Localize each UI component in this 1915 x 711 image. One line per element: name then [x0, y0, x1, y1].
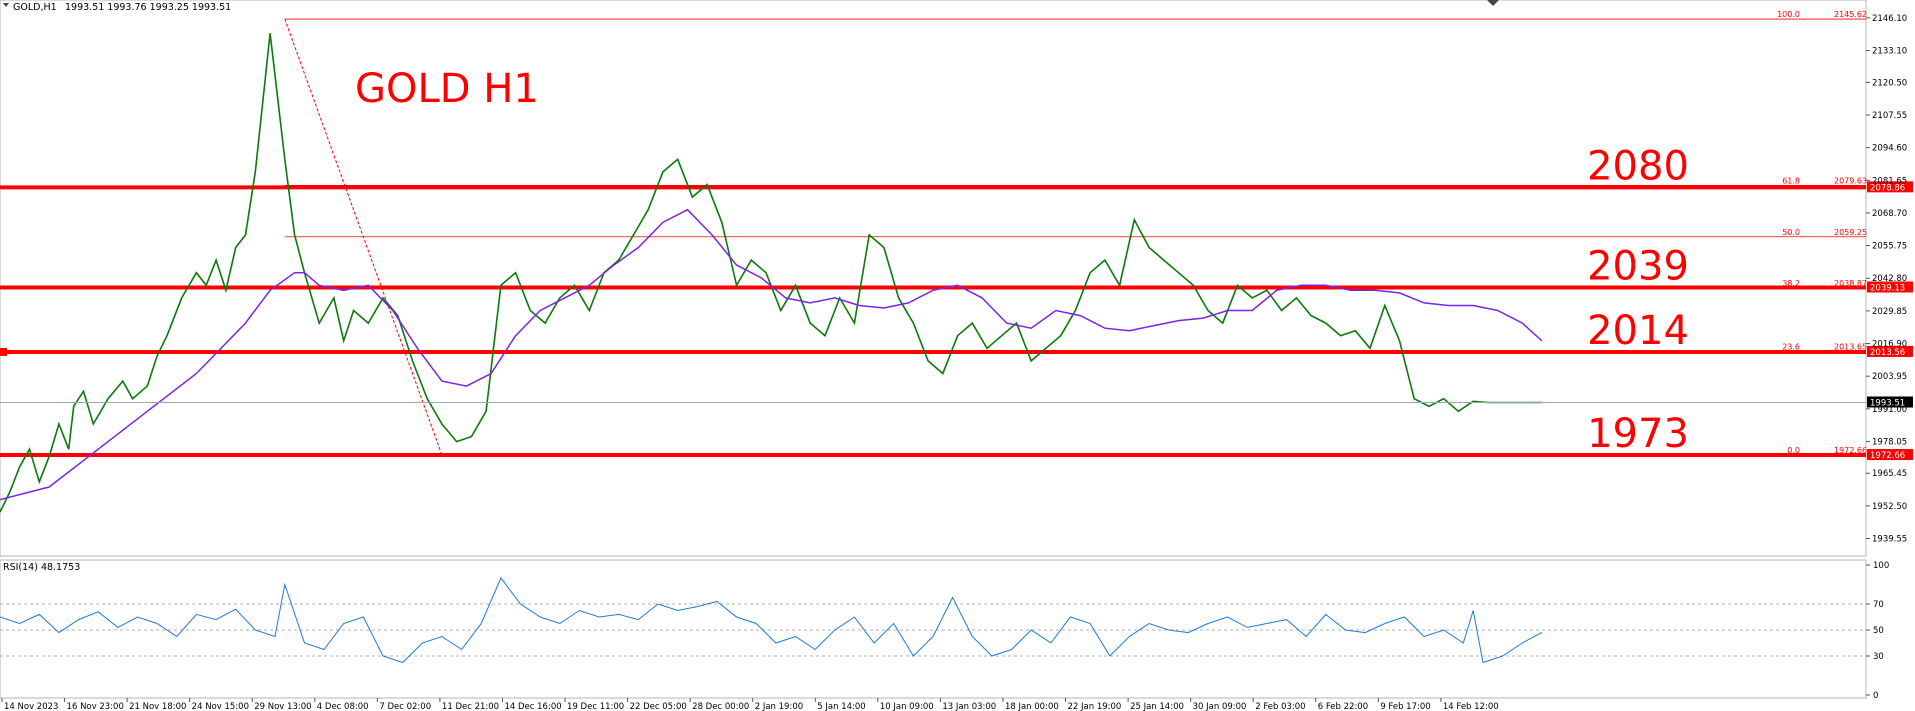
time-tick-label: 19 Dec 11:00: [567, 702, 624, 711]
level-price-badge-text: 1972.66: [1870, 451, 1905, 461]
time-tick-label: 22 Jan 19:00: [1068, 702, 1122, 711]
price-tick-label: 2107.55: [1872, 111, 1907, 121]
price-series-layer: [0, 33, 1543, 513]
price-tick-label: 2016.90: [1872, 340, 1907, 350]
level-price-badge: [1867, 281, 1913, 293]
time-tick-label: 21 Nov 18:00: [129, 702, 186, 711]
time-tick-label: 30 Jan 09:00: [1193, 702, 1247, 711]
level-label-1973: 1973: [1587, 411, 1689, 457]
price-axis: 2146.10 2133.10 2120.50 2107.55 2094.60 2081.…: [1866, 14, 1907, 545]
price-tick-label: 1939.55: [1872, 535, 1907, 545]
price-tick-label: 2042.80: [1872, 274, 1907, 284]
fibonacci-price-label: 2145.62: [1834, 10, 1867, 19]
time-tick-label: 24 Nov 15:00: [192, 702, 249, 711]
time-axis: 14 Nov 2023 16 Nov 23:00 21 Nov 18:00 24 No…: [1, 698, 1499, 711]
level-label-2080: 2080: [1587, 143, 1689, 189]
support-resistance-layer: 2080 2078.86 2039 2039.13 2014 2013.56 1973 197…: [0, 143, 1913, 461]
price-series-line: [0, 33, 1542, 513]
price-tick-label: 2055.75: [1872, 242, 1907, 252]
price-tick-label: 2003.95: [1872, 372, 1907, 382]
level-label-2014: 2014: [1587, 308, 1689, 354]
fibonacci-ratio-label: 38.2: [1782, 279, 1800, 288]
time-tick-label: 14 Nov 2023: [4, 702, 58, 711]
time-tick-label: 29 Nov 13:00: [254, 702, 311, 711]
rsi-pane: [0, 559, 1867, 699]
rsi-tick-label: 30: [1873, 652, 1884, 662]
price-tick-label: 2146.10: [1872, 14, 1907, 24]
time-tick-label: 2 Feb 03:00: [1255, 702, 1305, 711]
price-tick-label: 2081.65: [1872, 176, 1907, 186]
price-tick-label: 2094.60: [1872, 144, 1907, 154]
rsi-axis: 100 70 50 30 0: [1866, 561, 1889, 701]
rsi-header: RSI(14) 48.1753: [3, 562, 80, 573]
fibonacci-price-label: 2059.25: [1834, 228, 1867, 237]
fibonacci-ratio-label: 100.0: [1777, 10, 1800, 19]
rsi-series-line: [0, 577, 1543, 664]
time-tick-label: 28 Dec 00:00: [692, 702, 749, 711]
rsi-tick-label: 50: [1873, 626, 1884, 636]
fibonacci-ratio-label: 0.0: [1787, 446, 1800, 455]
time-tick-label: 14 Feb 12:00: [1443, 702, 1499, 711]
fibonacci-ratio-label: 23.6: [1782, 343, 1800, 352]
time-tick-label: 18 Jan 00:00: [1005, 702, 1059, 711]
price-tick-label: 2068.70: [1872, 209, 1907, 219]
level-price-badge-text: 2039.13: [1870, 283, 1905, 293]
level-price-badge: [1867, 345, 1913, 357]
symbol-dropdown-icon[interactable]: [3, 3, 9, 7]
time-tick-label: 11 Dec 21:00: [442, 702, 499, 711]
price-tick-label: 2133.10: [1872, 47, 1907, 57]
level-label-2039: 2039: [1587, 243, 1689, 289]
rsi-tick-label: 70: [1873, 600, 1884, 610]
level-price-badge-text: 2078.86: [1870, 183, 1905, 193]
fibonacci-ratio-label: 61.8: [1782, 176, 1800, 185]
fibonacci-price-label: 2013.65: [1834, 343, 1867, 352]
time-tick-label: 16 Nov 23:00: [67, 702, 124, 711]
price-tick-label: 2120.50: [1872, 78, 1907, 88]
time-tick-label: 25 Jan 14:00: [1130, 702, 1184, 711]
rsi-tick-label: 100: [1873, 561, 1889, 571]
chart-title: GOLD H1: [355, 66, 539, 112]
ohlc-header: 1993.51 1993.76 1993.25 1993.51: [65, 2, 231, 13]
time-tick-label: 10 Jan 09:00: [880, 702, 934, 711]
time-tick-label: 5 Jan 14:00: [817, 702, 865, 711]
symbol-header: GOLD,H1: [13, 2, 57, 13]
current-price-label: 1993.51: [1870, 399, 1905, 409]
moving-average-line: [0, 208, 1543, 501]
chart-shift-icon[interactable]: [1487, 0, 1499, 6]
price-tick-label: 1978.05: [1872, 437, 1907, 447]
time-tick-label: 4 Dec 08:00: [317, 702, 369, 711]
price-tick-label: 1991.00: [1872, 405, 1907, 415]
fibonacci-price-label: 2038.87: [1834, 279, 1867, 288]
time-tick-label: 14 Dec 16:00: [504, 702, 561, 711]
grid-layer: [0, 603, 1866, 657]
time-tick-label: 22 Dec 05:00: [630, 702, 687, 711]
level-price-badge: [1867, 181, 1913, 193]
rsi-pane-border: [0, 559, 1867, 699]
current-price-badge: [1867, 396, 1913, 408]
time-tick-label: 9 Feb 17:00: [1380, 702, 1430, 711]
time-tick-label: 7 Dec 02:00: [379, 702, 431, 711]
rsi-layer: [0, 577, 1543, 664]
rsi-tick-label: 0: [1873, 691, 1878, 701]
current-price-marker: 1993.51: [0, 396, 1913, 409]
time-tick-label: 13 Jan 03:00: [942, 702, 996, 711]
price-tick-label: 1965.45: [1872, 469, 1907, 479]
level-price-badge-text: 2013.56: [1870, 348, 1905, 358]
price-tick-label: 1952.50: [1872, 502, 1907, 512]
fibonacci-ratio-label: 50.0: [1782, 228, 1800, 237]
price-tick-label: 2029.85: [1872, 307, 1907, 317]
level-left-marker: [0, 347, 7, 356]
fibonacci-price-label: 1972.66: [1834, 446, 1867, 455]
time-tick-label: 2 Jan 19:00: [755, 702, 803, 711]
level-price-badge: [1867, 449, 1913, 461]
time-tick-label: 6 Feb 22:00: [1318, 702, 1368, 711]
fibonacci-price-label: 2079.63: [1834, 176, 1867, 185]
